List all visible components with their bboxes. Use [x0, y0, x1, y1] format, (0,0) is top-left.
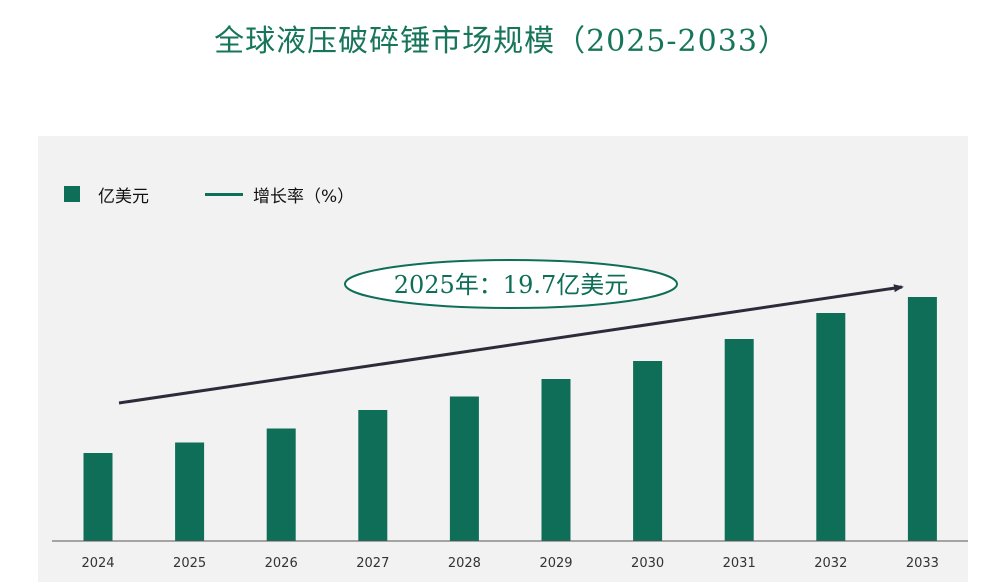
x-tick-label-2031: 2031	[723, 556, 756, 571]
x-tick-label-2028: 2028	[448, 556, 481, 571]
bar-2030	[633, 361, 663, 541]
chart-title: 全球液压破碎锤市场规模（2025-2033）	[214, 24, 789, 59]
annotation-ellipse	[344, 259, 678, 309]
x-tick-label-2030: 2030	[631, 556, 664, 571]
bar-2026	[266, 428, 296, 541]
bar-2031	[724, 339, 754, 541]
legend-line-swatch	[205, 192, 243, 196]
trend-arrow	[118, 284, 904, 405]
legend: 亿美元 增长率（%）	[64, 182, 354, 207]
x-tick-label-2026: 2026	[265, 556, 298, 571]
x-tick-label-2032: 2032	[814, 556, 847, 571]
bar-2032	[816, 313, 846, 541]
legend-item-trend: 增长率（%）	[149, 182, 354, 207]
x-tick-label-2033: 2033	[906, 556, 939, 571]
x-tick-label-2029: 2029	[539, 556, 572, 571]
legend-trend-label: 增长率（%）	[253, 186, 355, 207]
x-tick-label-2027: 2027	[356, 556, 389, 571]
annotation-text: 2025年：19.7亿美元	[394, 271, 629, 299]
bar-2028	[449, 396, 479, 541]
bar-2025	[175, 442, 205, 541]
legend-bar-swatch	[64, 186, 80, 202]
x-tick-label-2024: 2024	[81, 556, 114, 571]
legend-bar-label: 亿美元	[98, 186, 149, 207]
bar-2024	[83, 453, 113, 541]
bar-2027	[358, 410, 388, 541]
bar-2029	[541, 379, 571, 541]
legend-item-bars: 亿美元	[64, 182, 149, 207]
bar-2033	[907, 297, 937, 541]
x-tick-label-2025: 2025	[173, 556, 206, 571]
